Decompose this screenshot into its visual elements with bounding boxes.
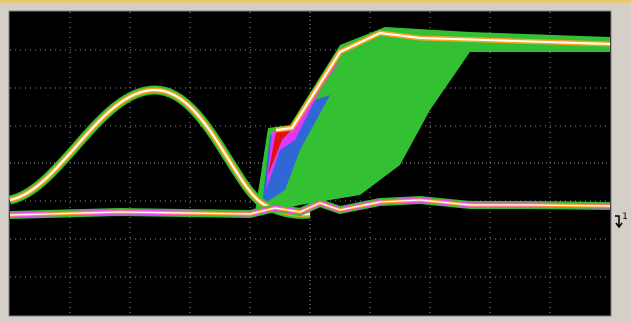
scope-window: 1 [0, 0, 631, 322]
page: 1 (() => { const data = JSON.parse(docum… [0, 0, 631, 322]
top-edge [0, 0, 631, 3]
channel-label: 1 [622, 212, 628, 222]
